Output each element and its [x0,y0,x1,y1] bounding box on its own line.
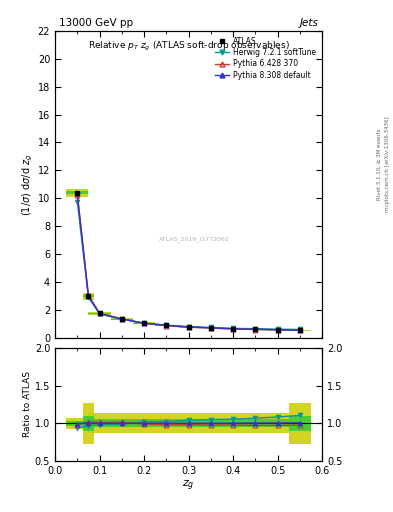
Bar [200,327,222,328]
Bar [178,326,200,328]
Bar [289,403,311,443]
Bar [83,292,94,300]
Bar [66,191,88,195]
Bar [155,325,178,326]
Bar [244,419,266,427]
Bar [200,414,222,433]
Text: ATLAS_2019_I1772062: ATLAS_2019_I1772062 [158,237,230,243]
Bar [200,419,222,427]
Bar [88,414,111,433]
Bar [66,421,88,425]
Bar [88,313,111,314]
Text: mcplots.cern.ch [arXiv:1306.3436]: mcplots.cern.ch [arXiv:1306.3436] [385,116,389,211]
Bar [111,317,133,321]
Bar [289,330,311,331]
Y-axis label: $(1/\sigma)$ d$\sigma$/d $z_g$: $(1/\sigma)$ d$\sigma$/d $z_g$ [20,153,35,216]
Text: Rivet 3.1.10, ≥ 3M events: Rivet 3.1.10, ≥ 3M events [377,128,382,200]
Y-axis label: Ratio to ATLAS: Ratio to ATLAS [23,372,32,437]
Bar [222,414,244,433]
Bar [266,419,289,427]
Bar [266,414,289,433]
Bar [155,419,178,427]
Bar [133,322,155,324]
Bar [83,295,94,297]
Bar [178,419,200,427]
Bar [155,414,178,433]
Bar [222,328,244,329]
Bar [266,329,289,330]
Legend: ATLAS, Herwig 7.2.1 softTune, Pythia 6.428 370, Pythia 8.308 default: ATLAS, Herwig 7.2.1 softTune, Pythia 6.4… [213,34,318,82]
Text: Relative $p_{T}$ $z_{g}$ (ATLAS soft-drop observables): Relative $p_{T}$ $z_{g}$ (ATLAS soft-dro… [88,40,290,53]
Text: 13000 GeV pp: 13000 GeV pp [59,18,133,28]
Bar [289,416,311,431]
Bar [222,419,244,427]
Bar [133,419,155,427]
Bar [111,419,133,427]
Bar [111,318,133,319]
Bar [66,418,88,429]
X-axis label: $z_g$: $z_g$ [182,478,195,493]
Text: Jets: Jets [299,18,318,28]
Bar [244,329,266,330]
Bar [244,414,266,433]
Bar [83,403,94,443]
Bar [133,414,155,433]
Bar [88,419,111,427]
Bar [83,416,94,431]
Bar [133,323,155,324]
Bar [111,414,133,433]
Bar [88,311,111,315]
Bar [66,188,88,197]
Bar [155,325,178,326]
Bar [178,414,200,433]
